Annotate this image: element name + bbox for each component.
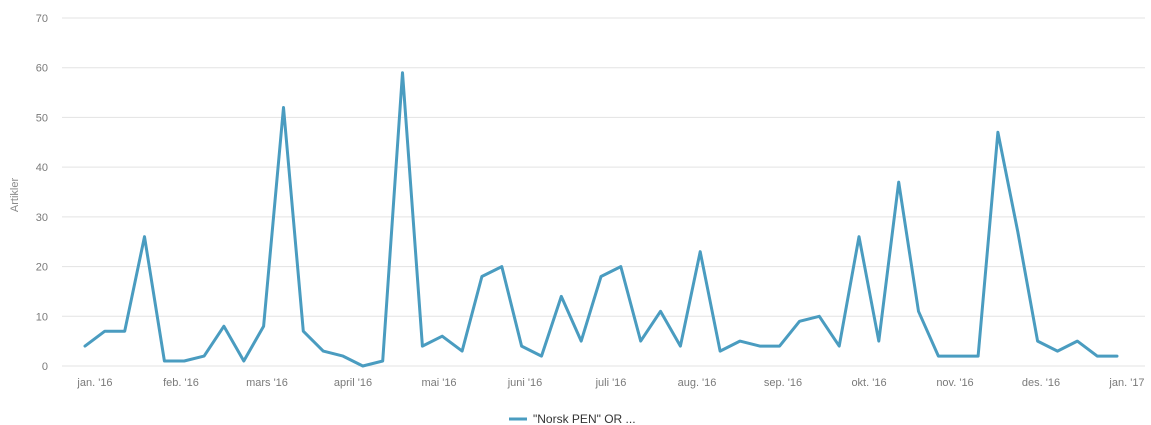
data-point[interactable]	[456, 345, 468, 357]
data-point[interactable]	[317, 345, 329, 357]
data-point[interactable]	[397, 67, 409, 79]
data-point[interactable]	[496, 261, 508, 273]
data-point[interactable]	[297, 325, 309, 337]
data-point[interactable]	[793, 315, 805, 327]
x-axis-ticks: jan. '16 feb. '16 mars '16 april '16 mai '16…	[76, 377, 1144, 389]
data-point[interactable]	[813, 310, 825, 322]
x-tick-label: feb. '16	[163, 377, 199, 389]
x-tick-label: juli '16	[595, 377, 627, 389]
data-point[interactable]	[198, 350, 210, 362]
data-point[interactable]	[754, 340, 766, 352]
x-tick-label: jan. '16	[76, 377, 112, 389]
data-point[interactable]	[615, 261, 627, 273]
legend[interactable]: "Norsk PEN" OR ...	[509, 412, 636, 425]
data-point[interactable]	[79, 340, 91, 352]
x-tick-label: okt. '16	[851, 377, 886, 389]
x-tick-label: april '16	[334, 377, 372, 389]
data-point[interactable]	[277, 101, 289, 113]
data-point[interactable]	[873, 335, 885, 347]
series-line	[83, 71, 1119, 368]
legend-label: "Norsk PEN" OR ...	[533, 412, 636, 425]
data-point[interactable]	[893, 176, 905, 188]
data-point[interactable]	[377, 355, 389, 367]
data-point[interactable]	[535, 350, 547, 362]
data-point[interactable]	[516, 340, 528, 352]
x-tick-label: des. '16	[1022, 377, 1060, 389]
y-tick-label: 60	[36, 63, 48, 75]
data-point[interactable]	[119, 325, 131, 337]
x-tick-label: nov. '16	[936, 377, 973, 389]
x-tick-label: aug. '16	[678, 377, 717, 389]
data-point[interactable]	[635, 335, 647, 347]
data-point[interactable]	[1032, 335, 1044, 347]
data-point[interactable]	[575, 335, 587, 347]
y-tick-label: 10	[36, 311, 48, 323]
data-point[interactable]	[932, 350, 944, 362]
data-point[interactable]	[416, 340, 428, 352]
data-point[interactable]	[99, 325, 111, 337]
data-point[interactable]	[655, 305, 667, 317]
x-tick-label: sep. '16	[764, 377, 802, 389]
data-point[interactable]	[952, 350, 964, 362]
data-point[interactable]	[674, 340, 686, 352]
y-axis-ticks: 0 10 20 30 40 50 60 70	[36, 13, 48, 373]
data-point[interactable]	[913, 305, 925, 317]
data-point[interactable]	[555, 290, 567, 302]
x-tick-label: juni '16	[507, 377, 543, 389]
data-point[interactable]	[972, 350, 984, 362]
data-point[interactable]	[158, 355, 170, 367]
data-point[interactable]	[476, 271, 488, 283]
x-tick-label: mars '16	[246, 377, 288, 389]
data-point[interactable]	[992, 126, 1004, 138]
data-point[interactable]	[337, 350, 349, 362]
y-tick-label: 70	[36, 13, 48, 25]
data-point[interactable]	[357, 360, 369, 372]
y-tick-label: 0	[42, 361, 48, 373]
data-point[interactable]	[714, 345, 726, 357]
data-point[interactable]	[218, 320, 230, 332]
data-point[interactable]	[258, 320, 270, 332]
data-point[interactable]	[734, 335, 746, 347]
data-point[interactable]	[1071, 335, 1083, 347]
data-point[interactable]	[853, 231, 865, 243]
data-point[interactable]	[436, 330, 448, 342]
data-point[interactable]	[178, 355, 190, 367]
data-point[interactable]	[833, 340, 845, 352]
data-point[interactable]	[694, 246, 706, 258]
y-tick-label: 40	[36, 162, 48, 174]
data-point[interactable]	[774, 340, 786, 352]
data-point[interactable]	[1111, 350, 1123, 362]
data-point[interactable]	[238, 355, 250, 367]
y-tick-label: 20	[36, 262, 48, 274]
data-point[interactable]	[595, 271, 607, 283]
data-point[interactable]	[139, 231, 151, 243]
y-tick-label: 30	[36, 212, 48, 224]
x-tick-label: jan. '17	[1108, 377, 1144, 389]
data-point[interactable]	[1091, 350, 1103, 362]
series-group	[79, 67, 1123, 372]
data-point[interactable]	[1012, 226, 1024, 238]
gridlines	[62, 17, 1145, 367]
data-point[interactable]	[1051, 345, 1063, 357]
y-tick-label: 50	[36, 112, 48, 124]
y-axis-label: Artikler	[9, 178, 21, 213]
x-tick-label: mai '16	[421, 377, 456, 389]
